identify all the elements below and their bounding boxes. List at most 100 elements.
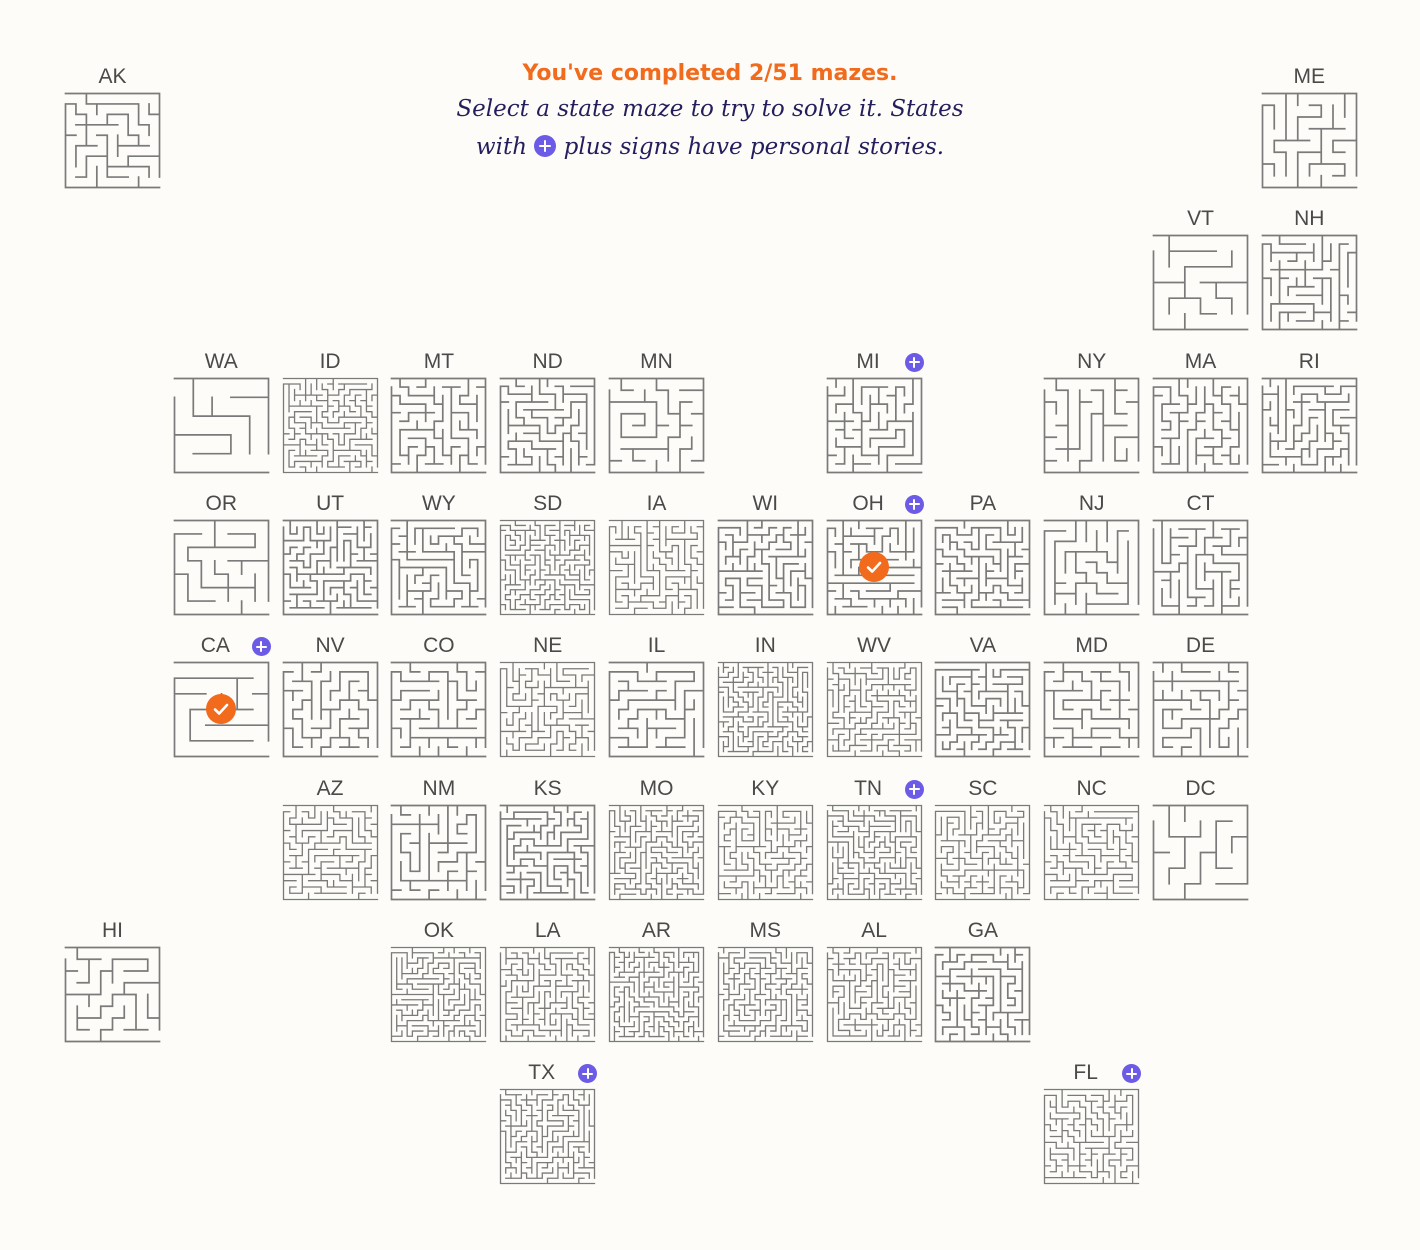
state-label: CO bbox=[423, 634, 455, 658]
maze-walls bbox=[64, 92, 161, 189]
state-maze-ny[interactable]: NY bbox=[1043, 349, 1140, 473]
maze-thumbnail bbox=[500, 1088, 596, 1185]
instruction-line-1: Select a state maze to try to solve it. … bbox=[456, 96, 964, 122]
maze-thumbnail bbox=[1043, 377, 1140, 473]
state-maze-ks[interactable]: KS bbox=[499, 776, 596, 900]
state-maze-ut[interactable]: UT bbox=[282, 491, 379, 616]
state-maze-mi[interactable]: MI bbox=[826, 349, 924, 473]
state-maze-nv[interactable]: NV bbox=[282, 633, 379, 758]
state-maze-ca[interactable]: CA bbox=[173, 633, 271, 758]
state-maze-oh[interactable]: OH bbox=[826, 491, 924, 616]
state-maze-tx[interactable]: TX bbox=[499, 1060, 598, 1185]
maze-thumbnail bbox=[826, 377, 922, 473]
state-maze-wv[interactable]: WV bbox=[826, 633, 923, 758]
state-maze-la[interactable]: LA bbox=[499, 918, 596, 1042]
maze-thumbnail bbox=[64, 946, 161, 1043]
state-maze-me[interactable]: ME bbox=[1261, 64, 1358, 189]
maze-thumbnail bbox=[608, 946, 705, 1042]
state-maze-nd[interactable]: ND bbox=[499, 349, 596, 473]
state-label: UT bbox=[316, 491, 345, 515]
state-maze-nm[interactable]: NM bbox=[390, 776, 487, 900]
maze-walls bbox=[608, 377, 705, 473]
state-label: WA bbox=[204, 349, 238, 373]
state-label: VA bbox=[969, 634, 997, 658]
maze-thumbnail bbox=[717, 662, 813, 758]
state-maze-dc[interactable]: DC bbox=[1152, 776, 1249, 900]
state-maze-ar[interactable]: AR bbox=[608, 918, 705, 1042]
state-label: MO bbox=[639, 776, 674, 800]
maze-thumbnail bbox=[1152, 804, 1249, 900]
state-maze-ga[interactable]: GA bbox=[934, 918, 1031, 1043]
state-maze-ms[interactable]: MS bbox=[717, 918, 814, 1042]
maze-thumbnail bbox=[391, 804, 487, 900]
state-maze-nc[interactable]: NC bbox=[1043, 776, 1140, 900]
maze-thumbnail bbox=[935, 946, 1031, 1043]
state-maze-il[interactable]: IL bbox=[608, 633, 705, 758]
state-maze-mt[interactable]: MT bbox=[390, 349, 487, 473]
maze-walls bbox=[1043, 661, 1140, 758]
maze-walls bbox=[173, 519, 270, 616]
maze-thumbnail bbox=[1261, 234, 1358, 331]
maze-thumbnail bbox=[1044, 1088, 1140, 1185]
state-maze-tn[interactable]: TN bbox=[826, 776, 924, 900]
state-maze-az[interactable]: AZ bbox=[282, 776, 379, 900]
state-label: MI bbox=[856, 349, 880, 373]
state-label: TN bbox=[854, 776, 883, 800]
state-label: IA bbox=[646, 491, 667, 515]
state-maze-co[interactable]: CO bbox=[390, 633, 487, 758]
state-maze-id[interactable]: ID bbox=[282, 349, 379, 473]
maze-walls bbox=[717, 519, 814, 616]
state-maze-md[interactable]: MD bbox=[1043, 633, 1140, 758]
state-maze-ok[interactable]: OK bbox=[390, 918, 487, 1042]
maze-thumbnail bbox=[500, 946, 596, 1042]
page-header: You've completed 2/51 mazes. Select a st… bbox=[360, 58, 1060, 166]
state-maze-ne[interactable]: NE bbox=[499, 633, 596, 758]
state-maze-ct[interactable]: CT bbox=[1152, 491, 1249, 616]
state-maze-al[interactable]: AL bbox=[826, 918, 923, 1042]
state-maze-nh[interactable]: NH bbox=[1261, 206, 1358, 331]
maze-walls bbox=[499, 804, 596, 900]
state-maze-sd[interactable]: SD bbox=[499, 491, 596, 616]
state-maze-hi[interactable]: HI bbox=[64, 918, 161, 1043]
state-maze-ia[interactable]: IA bbox=[608, 491, 705, 616]
state-maze-mn[interactable]: MN bbox=[608, 349, 705, 473]
maze-thumbnail bbox=[1152, 377, 1249, 473]
state-maze-nj[interactable]: NJ bbox=[1043, 491, 1140, 616]
state-maze-fl[interactable]: FL bbox=[1043, 1060, 1142, 1185]
state-maze-sc[interactable]: SC bbox=[934, 776, 1031, 900]
maze-thumbnail bbox=[826, 804, 922, 900]
state-maze-ri[interactable]: RI bbox=[1261, 349, 1358, 473]
maze-thumbnail bbox=[935, 804, 1031, 900]
state-maze-ma[interactable]: MA bbox=[1152, 349, 1249, 473]
state-label: NM bbox=[422, 776, 456, 800]
state-label: ND bbox=[532, 349, 563, 373]
maze-walls bbox=[500, 946, 596, 1042]
state-maze-de[interactable]: DE bbox=[1152, 633, 1249, 758]
maze-walls bbox=[717, 946, 813, 1042]
state-label: WV bbox=[857, 634, 891, 658]
state-maze-pa[interactable]: PA bbox=[934, 491, 1031, 616]
state-label: NY bbox=[1077, 349, 1107, 373]
state-label: MN bbox=[640, 349, 673, 373]
maze-thumbnail bbox=[500, 519, 596, 616]
maze-thumbnail bbox=[1152, 519, 1249, 616]
state-maze-wi[interactable]: WI bbox=[717, 491, 814, 616]
maze-thumbnail bbox=[1261, 377, 1358, 473]
maze-thumbnail bbox=[608, 661, 705, 758]
state-maze-ky[interactable]: KY bbox=[717, 776, 814, 900]
maze-thumbnail bbox=[173, 519, 270, 616]
maze-walls bbox=[500, 662, 596, 758]
state-maze-or[interactable]: OR bbox=[173, 491, 270, 616]
maze-thumbnail bbox=[391, 946, 487, 1042]
maze-walls bbox=[608, 519, 705, 616]
state-maze-mo[interactable]: MO bbox=[608, 776, 705, 900]
state-maze-ak[interactable]: AK bbox=[64, 64, 161, 189]
state-maze-in[interactable]: IN bbox=[717, 633, 814, 758]
progress-status: You've completed 2/51 mazes. bbox=[522, 61, 898, 86]
state-maze-vt[interactable]: VT bbox=[1152, 206, 1249, 331]
state-label: MA bbox=[1184, 349, 1217, 373]
state-maze-va[interactable]: VA bbox=[934, 633, 1031, 758]
state-maze-wy[interactable]: WY bbox=[390, 491, 487, 616]
maze-thumbnail bbox=[826, 662, 922, 758]
state-maze-wa[interactable]: WA bbox=[173, 349, 270, 473]
